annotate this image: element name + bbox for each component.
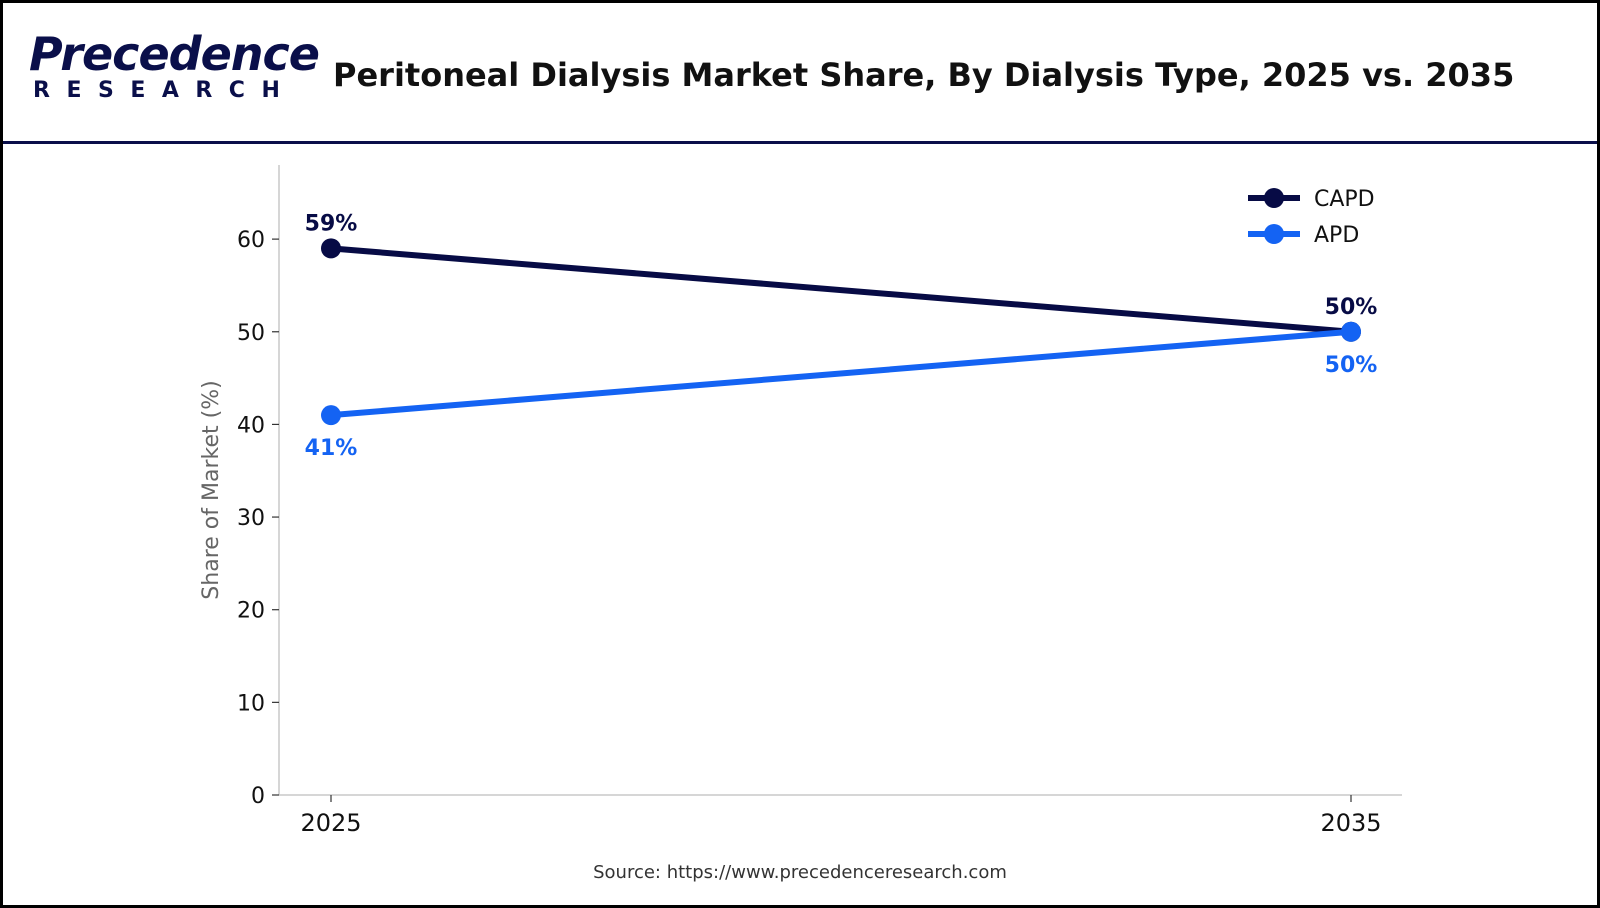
data-label-apd: 41% bbox=[305, 436, 358, 461]
y-tick-label: 60 bbox=[237, 228, 265, 253]
header: Precedence RESEARCH Peritoneal Dialysis … bbox=[3, 3, 1597, 144]
y-tick-label: 0 bbox=[251, 784, 265, 809]
series-line-capd bbox=[328, 245, 1354, 335]
data-point-capd bbox=[321, 238, 341, 259]
data-label-apd: 50% bbox=[1325, 353, 1378, 378]
y-tick-label: 10 bbox=[237, 691, 265, 716]
y-axis-label: Share of Market (%) bbox=[199, 380, 224, 599]
y-tick-label: 50 bbox=[237, 321, 265, 346]
legend-label-capd: CAPD bbox=[1314, 187, 1375, 212]
data-label-capd: 59% bbox=[305, 211, 358, 236]
precedence-research-logo: Precedence RESEARCH bbox=[29, 29, 320, 109]
source-note: Source: https://www.precedenceresearch.c… bbox=[593, 862, 1007, 883]
x-tick-label: 2035 bbox=[1320, 809, 1381, 837]
chart-title: Peritoneal Dialysis Market Share, By Dia… bbox=[333, 56, 1515, 94]
legend-label-apd: APD bbox=[1314, 223, 1359, 248]
data-point-apd bbox=[321, 405, 341, 426]
data-point-apd bbox=[1341, 321, 1361, 342]
y-tick-label: 20 bbox=[237, 599, 265, 624]
legend-swatch-marker bbox=[1264, 224, 1284, 244]
y-tick-label: 40 bbox=[237, 413, 265, 438]
x-tick-label: 2025 bbox=[300, 809, 361, 837]
series-line-apd bbox=[328, 328, 1354, 419]
data-label-capd: 50% bbox=[1325, 295, 1378, 320]
logo-wordmark-bottom: RESEARCH bbox=[33, 78, 297, 103]
logo-wordmark-top: Precedence bbox=[29, 27, 320, 81]
y-tick-label: 30 bbox=[237, 506, 265, 531]
legend-swatch-marker bbox=[1264, 188, 1284, 208]
